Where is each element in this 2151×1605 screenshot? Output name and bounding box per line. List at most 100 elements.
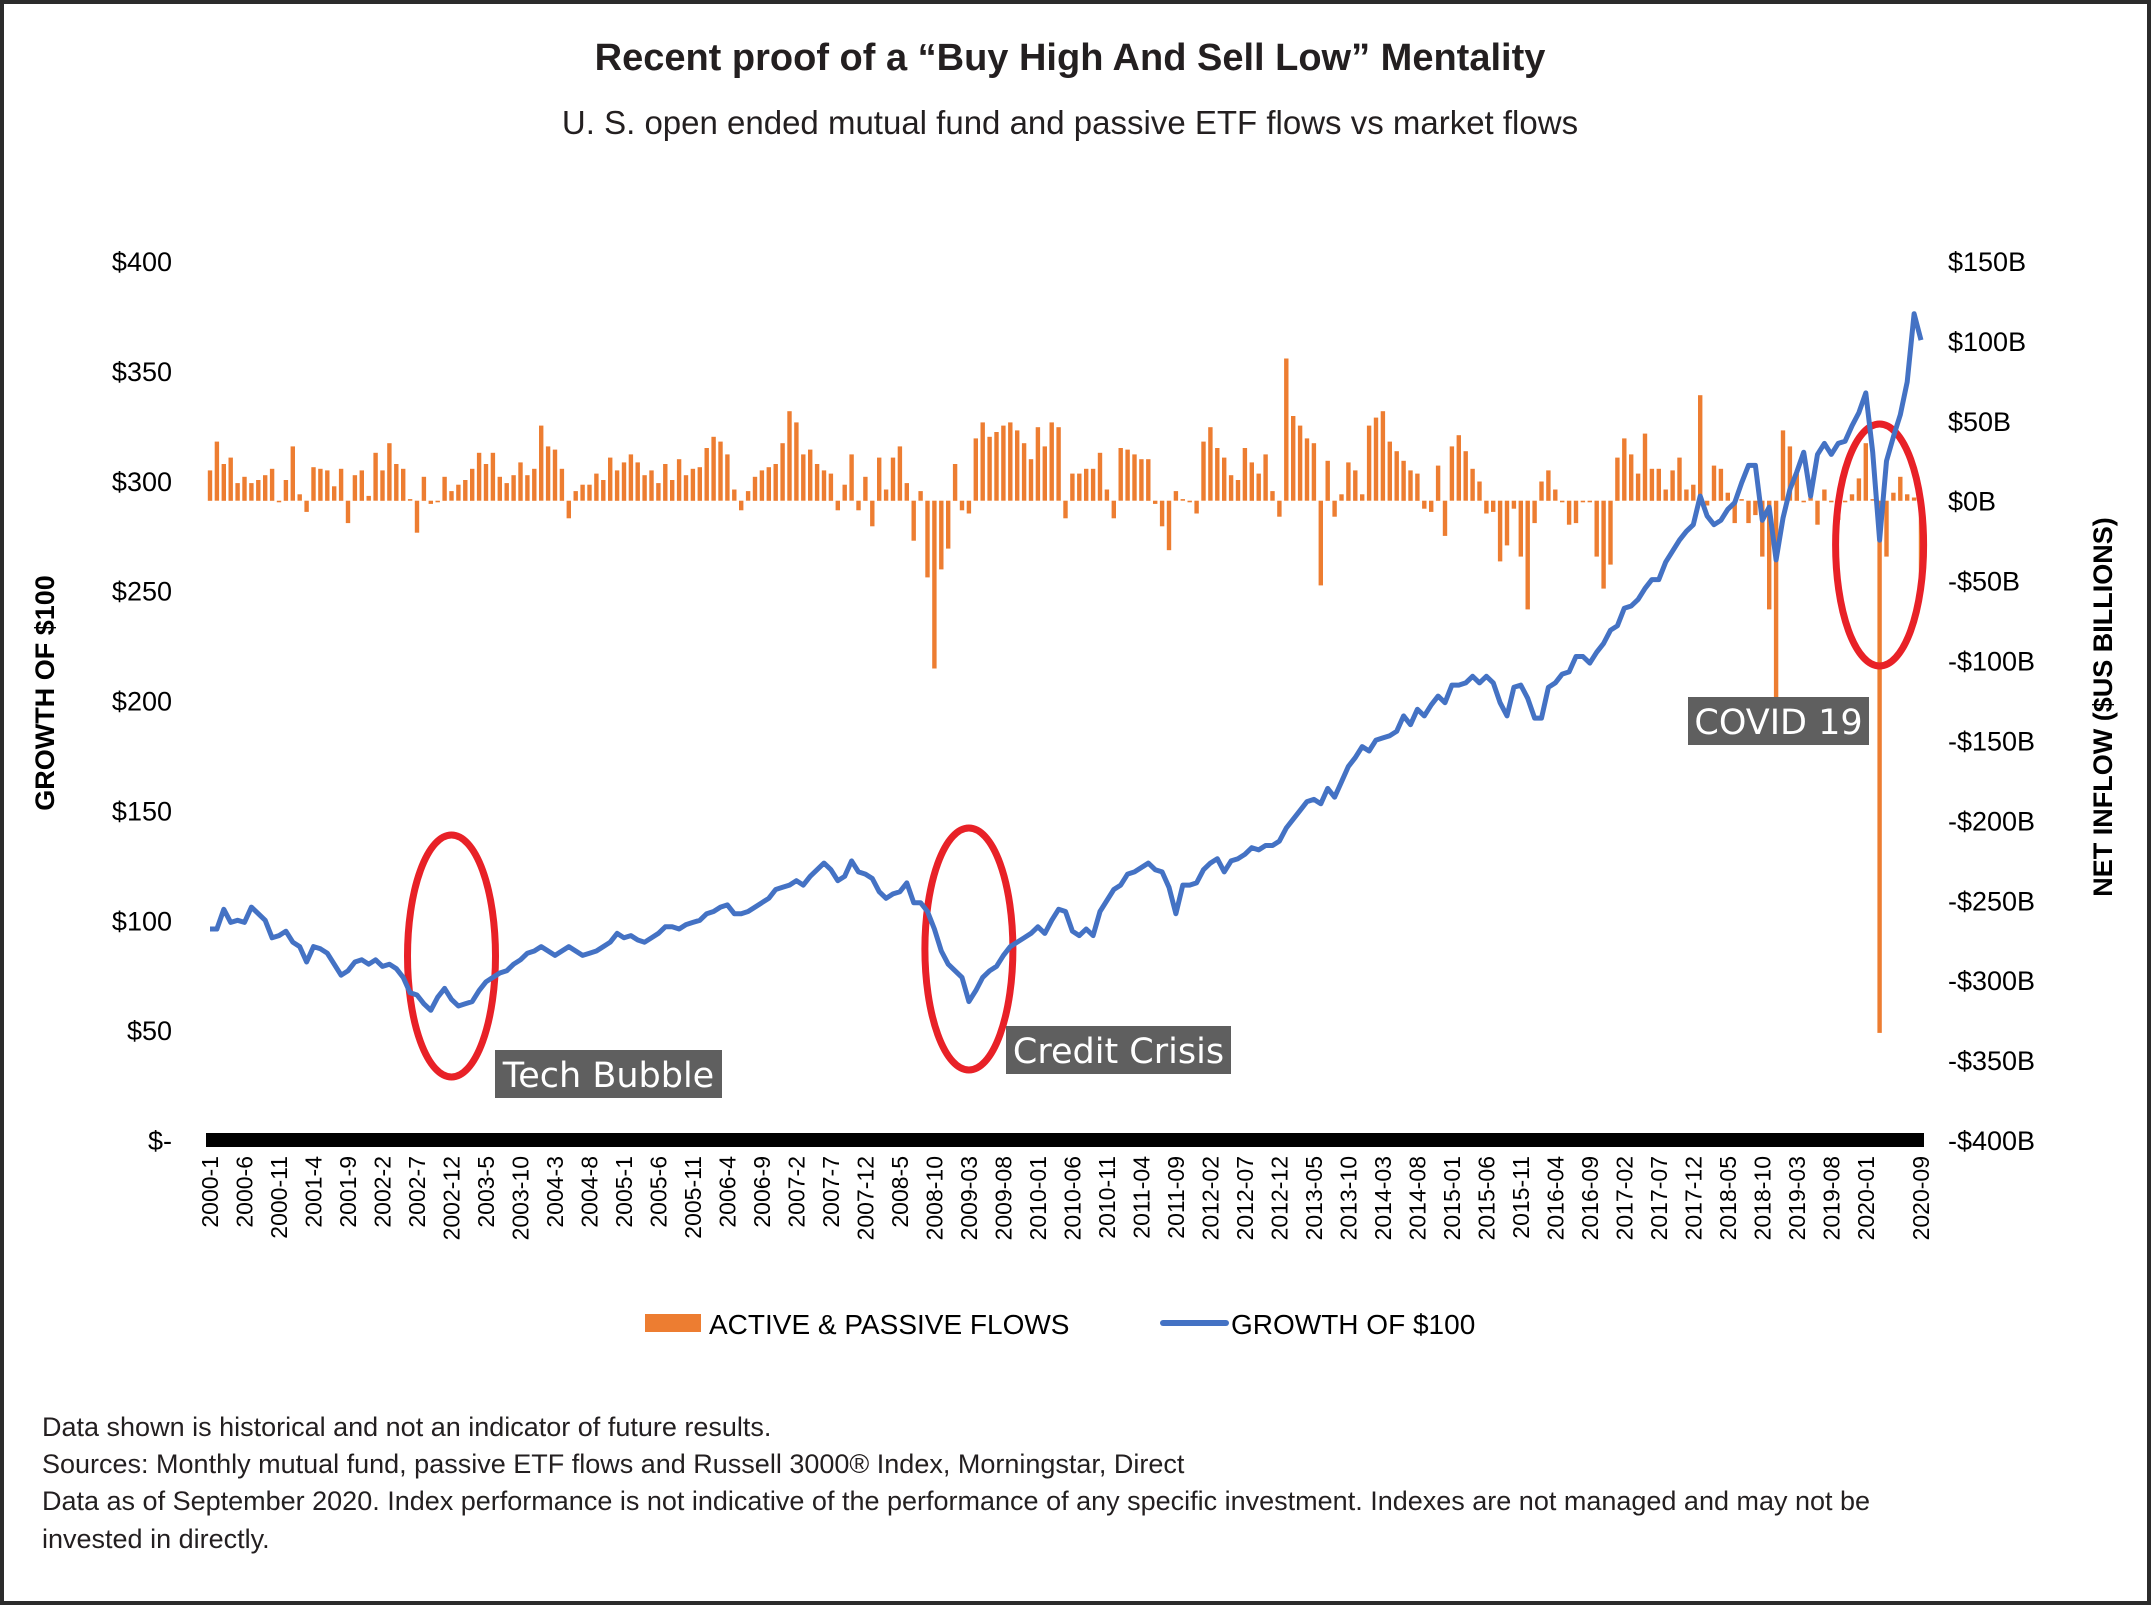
flow-bar xyxy=(987,436,992,501)
x-tick-label: 2002-7 xyxy=(404,1156,430,1228)
flow-bar xyxy=(1594,500,1599,557)
flow-bar xyxy=(249,483,254,501)
flow-bar xyxy=(1546,470,1551,501)
flow-bar xyxy=(1884,500,1889,557)
flow-bar xyxy=(966,500,972,514)
flow-bar xyxy=(428,500,433,504)
flow-bar xyxy=(470,468,475,501)
flow-bar xyxy=(401,468,406,501)
x-tick-label: 2010-01 xyxy=(1025,1156,1051,1240)
flow-bar xyxy=(614,470,620,501)
flow-bar xyxy=(670,480,675,501)
flow-bar xyxy=(1539,481,1544,501)
x-tick-label: 2010-11 xyxy=(1094,1156,1120,1239)
flow-bar xyxy=(897,446,903,501)
flow-bar xyxy=(1456,435,1461,501)
flow-bar xyxy=(1463,451,1468,501)
flow-bar xyxy=(1435,465,1441,501)
flow-bar xyxy=(1015,430,1020,501)
flow-bar xyxy=(904,483,909,501)
flow-bar xyxy=(980,422,985,501)
flow-bar xyxy=(946,500,951,549)
flow-bar xyxy=(559,468,565,501)
right-axis-label: NET INFLOW ($US BILLIONS) xyxy=(2088,517,2118,896)
flow-bar xyxy=(1553,489,1558,501)
flow-bar xyxy=(297,494,302,501)
legend-label-flows: ACTIVE & PASSIVE FLOWS xyxy=(709,1309,1069,1340)
flow-bar xyxy=(801,454,806,501)
flow-bar xyxy=(1084,468,1089,501)
flow-bar xyxy=(1056,427,1061,501)
flow-bar xyxy=(1104,489,1110,501)
flow-bar xyxy=(332,486,337,501)
annotation-labels: Tech Bubble Credit Crisis COVID 19 xyxy=(495,697,1869,1098)
x-tick-label: 2019-08 xyxy=(1818,1156,1844,1240)
flow-bar xyxy=(1325,460,1330,501)
flow-bar xyxy=(338,468,344,501)
flow-bar xyxy=(1877,500,1882,1033)
x-tick-label: 2016-04 xyxy=(1542,1156,1568,1241)
x-axis-ticks: 2000-1 2000-6 2000-11 2001-4 2001-9 2002-2 200… xyxy=(197,1156,1934,1241)
flow-bar xyxy=(587,484,592,501)
x-tick-label: 2011-09 xyxy=(1163,1156,1189,1239)
flow-bar xyxy=(663,464,668,501)
flow-bar xyxy=(821,470,827,501)
flow-bar xyxy=(490,452,496,501)
flow-bar xyxy=(1318,500,1323,586)
flow-bar xyxy=(352,475,358,501)
flow-bar xyxy=(1801,500,1806,503)
flow-bar xyxy=(1760,500,1765,557)
flow-bar xyxy=(1442,500,1448,536)
x-tick-label: 2009-08 xyxy=(990,1156,1016,1240)
x-tick-label: 2012-07 xyxy=(1232,1156,1258,1240)
flow-bar xyxy=(1698,395,1703,501)
flow-bar xyxy=(1573,500,1579,524)
flow-bar xyxy=(1560,500,1565,503)
flow-bar xyxy=(552,449,558,501)
flow-bar xyxy=(463,480,468,501)
flow-bar xyxy=(1905,494,1910,501)
flow-bar xyxy=(1401,460,1406,501)
flow-bar xyxy=(1711,465,1717,501)
flow-bar xyxy=(877,457,882,501)
x-tick-label: 2002-2 xyxy=(370,1156,396,1228)
flow-bar xyxy=(1849,494,1855,501)
flow-bar xyxy=(1815,500,1820,525)
left-tick-label: $250 xyxy=(112,577,172,607)
flow-bar xyxy=(387,443,392,501)
flow-bar xyxy=(863,476,868,501)
flow-bar xyxy=(1511,500,1517,509)
flow-bar xyxy=(683,475,689,501)
flow-bar xyxy=(1360,494,1365,501)
flow-bar xyxy=(1794,473,1799,501)
x-tick-label: 2020-01 xyxy=(1853,1156,1879,1240)
flow-bar xyxy=(1718,468,1724,501)
flow-bar xyxy=(1201,441,1206,501)
x-tick-label: 2004-3 xyxy=(542,1156,568,1228)
left-tick-label: $150 xyxy=(112,796,172,826)
flow-bar xyxy=(1270,491,1275,501)
flow-bar xyxy=(525,475,530,501)
flow-bar xyxy=(925,500,930,578)
x-tick-label: 2014-08 xyxy=(1404,1156,1430,1240)
flow-bar xyxy=(1677,457,1682,501)
flow-bar xyxy=(283,480,289,501)
flow-bar xyxy=(1773,500,1779,699)
flow-bar xyxy=(518,462,523,501)
flow-bar xyxy=(1808,497,1813,501)
x-tick-label: 2001-9 xyxy=(335,1156,361,1228)
flow-bar xyxy=(221,464,226,501)
flow-bar xyxy=(1615,457,1620,501)
left-tick-label: $300 xyxy=(112,467,172,497)
flow-bar xyxy=(1028,459,1034,501)
flow-bar xyxy=(828,473,834,501)
flow-bar xyxy=(1746,500,1751,524)
flow-bar xyxy=(1649,468,1655,501)
footnote-1: Data shown is historical and not an indi… xyxy=(42,1412,771,1442)
flow-bar xyxy=(870,500,875,527)
flow-bar xyxy=(1863,443,1868,501)
flow-bar xyxy=(787,411,792,501)
flow-bar xyxy=(504,483,509,501)
